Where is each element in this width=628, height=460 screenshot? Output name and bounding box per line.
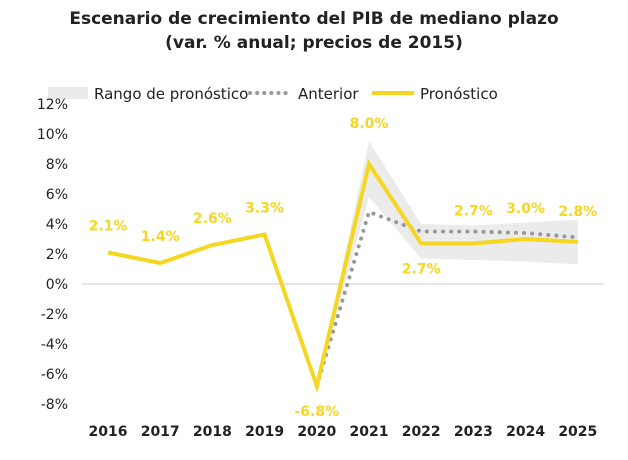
y-tick-label: 4% [46, 217, 68, 233]
x-tick-label: 2024 [506, 424, 545, 440]
x-tick-label: 2017 [141, 424, 180, 440]
series-line-pronostico [107, 159, 578, 394]
chart-title: Escenario de crecimiento del PIB de medi… [69, 9, 558, 29]
data-label: 2.8% [558, 204, 597, 220]
legend: Rango de pronóstico Anterior Pronóstico [48, 85, 498, 103]
data-label: 3.0% [506, 201, 545, 217]
x-tick-label: 2025 [558, 424, 597, 440]
data-label: 2.1% [89, 219, 128, 235]
data-label: 2.6% [193, 211, 232, 227]
legend-label-range: Rango de pronóstico [94, 85, 248, 103]
data-label: 1.4% [141, 229, 180, 245]
data-label: 8.0% [350, 116, 389, 132]
y-tick-label: 2% [46, 247, 68, 263]
chart-subtitle: (var. % anual; precios de 2015) [165, 33, 463, 53]
x-tick-label: 2020 [297, 424, 336, 440]
legend-label-anterior: Anterior [298, 85, 359, 103]
x-tick-label: 2019 [245, 424, 284, 440]
y-tick-label: 0% [46, 277, 68, 293]
y-tick-label: 6% [46, 187, 68, 203]
y-tick-label: -8% [41, 397, 68, 413]
y-tick-label: 8% [46, 157, 68, 173]
y-tick-label: -2% [41, 307, 68, 323]
data-label: 3.3% [245, 201, 284, 217]
y-tick-label: -6% [41, 367, 68, 383]
legend-swatch-range [48, 87, 88, 99]
x-tick-label: 2018 [193, 424, 232, 440]
y-tick-label: 10% [37, 127, 68, 143]
data-label: 2.7% [402, 262, 441, 278]
x-tick-label: 2021 [350, 424, 389, 440]
y-tick-label: 12% [37, 97, 68, 113]
x-tick-label: 2016 [89, 424, 128, 440]
data-label: -6.8% [294, 404, 339, 420]
data-label: 2.7% [454, 204, 493, 220]
x-tick-label: 2022 [402, 424, 441, 440]
y-tick-label: -4% [41, 337, 68, 353]
legend-label-pronostico: Pronóstico [420, 85, 498, 103]
x-tick-label: 2023 [454, 424, 493, 440]
forecast-range-band [316, 141, 578, 386]
